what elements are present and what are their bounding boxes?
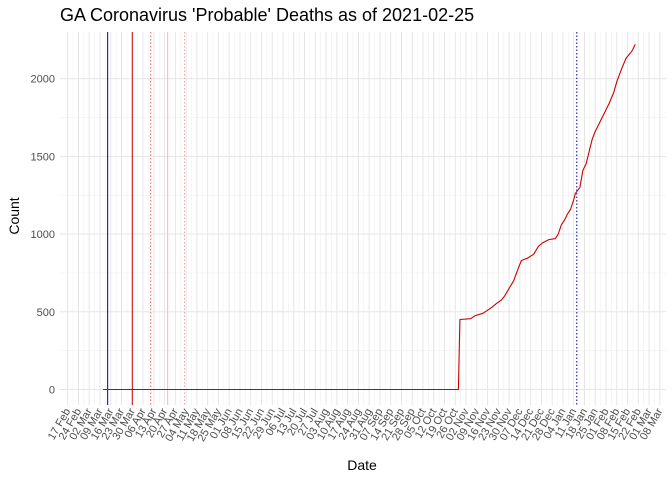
grid bbox=[60, 32, 666, 405]
x-axis-title: Date bbox=[347, 457, 377, 473]
y-tick-label: 0 bbox=[49, 384, 55, 396]
y-tick-label: 2000 bbox=[31, 74, 55, 86]
y-axis-ticks: 0 500 1000 1500 2000 bbox=[31, 74, 55, 397]
y-tick-label: 500 bbox=[37, 307, 55, 319]
y-tick-label: 1000 bbox=[31, 229, 55, 241]
y-tick-label: 1500 bbox=[31, 151, 55, 163]
series-line bbox=[103, 44, 636, 391]
y-axis-title: Count bbox=[6, 197, 22, 234]
chart-title: GA Coronavirus 'Probable' Deaths as of 2… bbox=[60, 5, 475, 25]
reference-lines bbox=[107, 32, 578, 405]
series-layer bbox=[103, 44, 636, 391]
